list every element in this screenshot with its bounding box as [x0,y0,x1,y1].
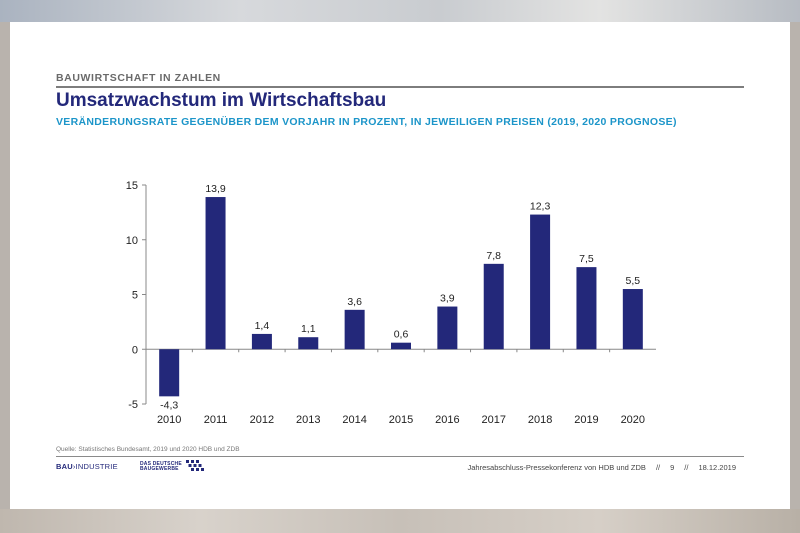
data-label: 13,9 [205,183,226,195]
x-tick-label: 2020 [621,414,645,426]
bar [251,333,272,350]
data-label: 5,5 [626,275,641,287]
bar [437,306,458,350]
logo1-arrow-icon: › [72,462,76,471]
data-label: 7,5 [579,253,594,265]
slide: BAUWIRTSCHAFT IN ZAHLEN Umsatzwachstum i… [10,22,790,509]
background-photo-bottom [0,509,800,533]
bar [205,197,226,350]
bar [530,214,551,350]
y-tick-label: 5 [132,290,138,302]
data-label: 1,4 [255,320,270,332]
data-label: 3,9 [440,293,455,305]
data-label: 3,6 [347,296,362,308]
bar-chart: -5 0 5 10 15 -4,3 2010 13,9 2011 1,4 2012 1,1 2013 3,… [126,180,656,426]
logo2-line2: BAUGEWERBE [140,466,179,472]
y-tick-label: 15 [126,180,138,192]
x-tick-label: 2011 [204,414,228,426]
page-number: 9 [670,463,675,472]
data-label: 0,6 [394,329,409,341]
footer-rule [56,456,744,457]
slide-title: Umsatzwachstum im Wirtschaftsbau [56,90,387,111]
section-label: BAUWIRTSCHAFT IN ZAHLEN [56,72,221,84]
footer-meta: Jahresabschluss-Pressekonferenz von HDB … [468,463,736,472]
x-tick-label: 2013 [296,414,320,426]
logo2-line1: DAS DEUTSCHE [140,460,182,467]
data-label: 7,8 [486,250,501,262]
baugewerbe-logo: DAS DEUTSCHE BAUGEWERBE [140,460,204,474]
bar [391,342,411,350]
x-tick-label: 2010 [157,414,181,426]
x-tick-label: 2019 [574,414,598,426]
bar [344,309,365,350]
x-tick-label: 2018 [528,414,552,426]
x-tick-label: 2015 [389,414,413,426]
x-tick-label: 2012 [250,414,274,426]
data-label: 12,3 [530,201,551,213]
y-tick-label: 10 [126,235,138,247]
y-tick-label: 0 [132,344,138,356]
logo1-rest: INDUSTRIE [75,462,118,471]
x-tick-label: 2014 [342,414,366,426]
bauindustrie-logo: BAU›INDUSTRIE [56,462,118,471]
event-date: 18.12.2019 [698,463,736,472]
x-tick-label: 2016 [435,414,459,426]
x-tick-label: 2017 [481,414,505,426]
logo1-bold: BAU [56,462,73,471]
bar [576,267,597,350]
slide-subtitle: VERÄNDERUNGSRATE GEGENÜBER DEM VORJAHR I… [56,116,677,128]
bar [622,289,643,350]
bar [298,337,319,350]
y-tick-label: -5 [128,399,138,411]
separator: // [684,463,689,472]
bar [483,263,504,350]
background-photo-top [0,0,800,22]
source-note: Quelle: Statistisches Bundesamt, 2019 un… [56,446,240,453]
bar [159,349,180,397]
header-rule [56,86,744,88]
separator: // [655,463,661,472]
data-label: -4,3 [160,399,178,411]
data-label: 1,1 [301,323,316,335]
baugewerbe-emblem-icon [185,460,204,471]
event-name: Jahresabschluss-Pressekonferenz von HDB … [467,463,646,472]
